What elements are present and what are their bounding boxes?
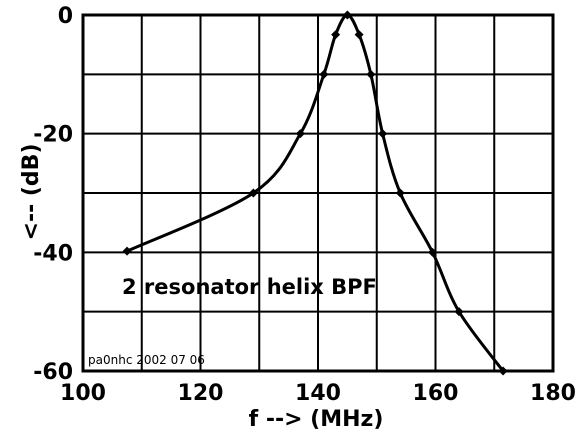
data-point [122, 246, 132, 256]
data-point [498, 366, 508, 376]
data-point [454, 307, 464, 317]
y-axis-title: <-- (dB) [19, 144, 44, 241]
x-tick-labels: 100 120 140 160 180 [60, 381, 576, 406]
x-axis-title: f --> (MHz) [249, 407, 384, 432]
y-tick-labels: 0 -20 -40 -60 [33, 4, 73, 385]
data-point [295, 129, 305, 139]
data-point [395, 188, 405, 198]
chart-annotation: 2 resonator helix BPF [122, 275, 377, 299]
y-tick-label: -60 [33, 360, 73, 385]
y-tick-label: -40 [33, 241, 73, 266]
data-point [366, 69, 376, 79]
x-tick-label: 100 [60, 381, 106, 406]
data-points [122, 10, 508, 376]
data-point [331, 30, 341, 40]
data-point [378, 129, 388, 139]
x-tick-label: 180 [530, 381, 576, 406]
credit-text: pa0nhc 2002 07 06 [88, 353, 205, 367]
data-point [342, 10, 352, 20]
x-tick-label: 160 [413, 381, 459, 406]
x-tick-label: 140 [295, 381, 341, 406]
data-point [428, 247, 438, 257]
data-point [248, 188, 258, 198]
data-point [319, 69, 329, 79]
plot-frame [81, 13, 555, 373]
data-point [354, 30, 364, 40]
plot-border [81, 13, 555, 373]
grid [83, 15, 553, 371]
x-tick-label: 120 [178, 381, 224, 406]
y-tick-label: -20 [33, 123, 73, 148]
y-tick-label: 0 [58, 4, 73, 29]
